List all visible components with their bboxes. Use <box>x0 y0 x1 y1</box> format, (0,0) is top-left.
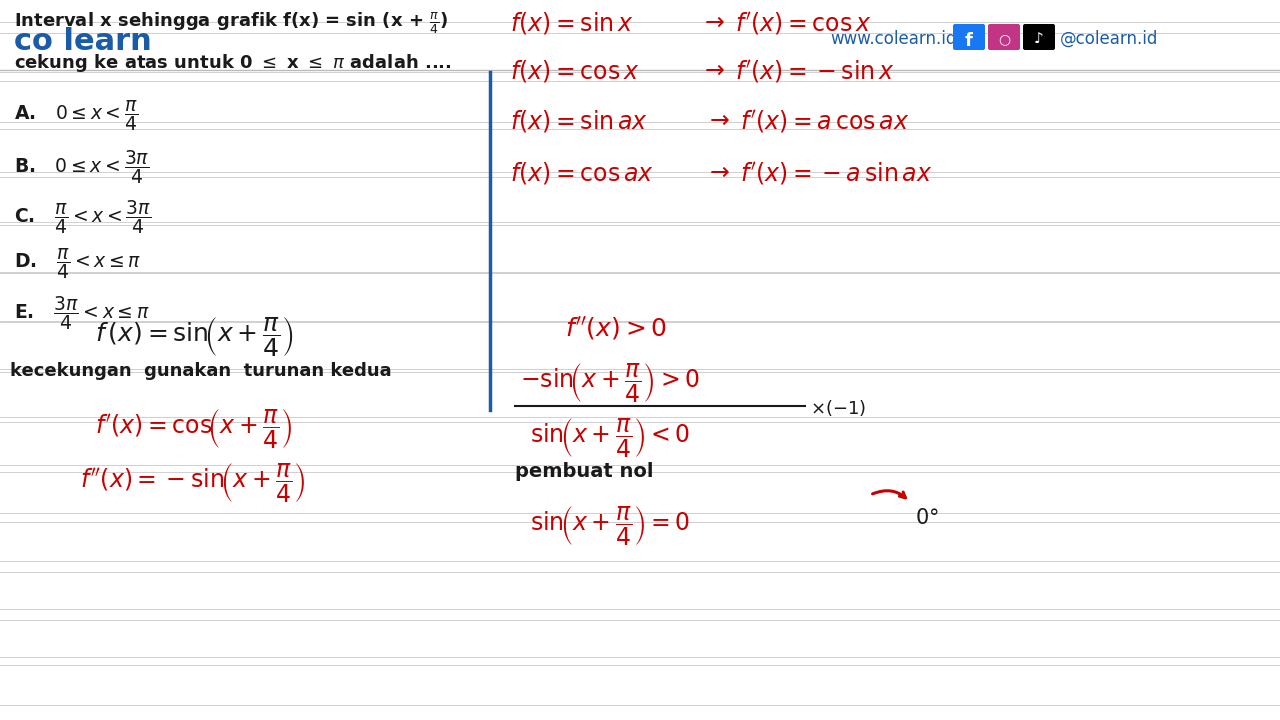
Text: $f(x) = \mathrm{sin}\, x$: $f(x) = \mathrm{sin}\, x$ <box>509 10 634 36</box>
Text: $-\mathrm{sin}\!\left(x + \dfrac{\pi}{4}\right) > 0$: $-\mathrm{sin}\!\left(x + \dfrac{\pi}{4}… <box>520 362 700 405</box>
Text: $\rightarrow$: $\rightarrow$ <box>700 58 726 82</box>
Text: $\mathrm{sin}\!\left(x + \dfrac{\pi}{4}\right) < 0$: $\mathrm{sin}\!\left(x + \dfrac{\pi}{4}\… <box>530 417 690 460</box>
Text: www.colearn.id: www.colearn.id <box>829 30 956 48</box>
Text: $f'(x) = -\mathrm{sin}\,x$: $f'(x) = -\mathrm{sin}\,x$ <box>735 58 895 85</box>
Text: $f'(x) = \mathrm{cos}\,x$: $f'(x) = \mathrm{cos}\,x$ <box>735 10 872 37</box>
Text: E.   $\dfrac{3\pi}{4} < x \leq \pi$: E. $\dfrac{3\pi}{4} < x \leq \pi$ <box>14 294 150 332</box>
Text: $\rightarrow$: $\rightarrow$ <box>705 160 731 184</box>
Text: $f'(x) = \mathrm{cos}\!\left(x + \dfrac{\pi}{4}\right)$: $f'(x) = \mathrm{cos}\!\left(x + \dfrac{… <box>95 408 293 451</box>
FancyBboxPatch shape <box>988 24 1020 50</box>
Text: $\times (-1)$: $\times (-1)$ <box>810 398 867 418</box>
Text: D.   $\dfrac{\pi}{4} < x \leq \pi$: D. $\dfrac{\pi}{4} < x \leq \pi$ <box>14 246 141 281</box>
Text: B.   $0 \leq x < \dfrac{3\pi}{4}$: B. $0 \leq x < \dfrac{3\pi}{4}$ <box>14 148 150 186</box>
Text: A.   $0 \leq x < \dfrac{\pi}{4}$: A. $0 \leq x < \dfrac{\pi}{4}$ <box>14 98 138 133</box>
FancyBboxPatch shape <box>1023 24 1055 50</box>
Text: ♪: ♪ <box>1034 32 1044 47</box>
Text: $\rightarrow$: $\rightarrow$ <box>700 10 726 34</box>
Text: kecekungan  gunakan  turunan kedua: kecekungan gunakan turunan kedua <box>10 362 392 380</box>
FancyBboxPatch shape <box>954 24 986 50</box>
Text: $f''(x) > 0$: $f''(x) > 0$ <box>564 315 667 342</box>
Text: $f''(x) = -\mathrm{sin}\!\left(x + \dfrac{\pi}{4}\right)$: $f''(x) = -\mathrm{sin}\!\left(x + \dfra… <box>79 462 306 505</box>
Text: cekung ke atas untuk 0 $\leq$ x $\leq$ $\pi$ adalah ....: cekung ke atas untuk 0 $\leq$ x $\leq$ $… <box>14 52 452 74</box>
Text: f: f <box>965 32 973 50</box>
Text: @colearn.id: @colearn.id <box>1060 30 1158 48</box>
Text: $f(x) = \mathrm{cos}\,ax$: $f(x) = \mathrm{cos}\,ax$ <box>509 160 654 186</box>
Text: C.   $\dfrac{\pi}{4} < x < \dfrac{3\pi}{4}$: C. $\dfrac{\pi}{4} < x < \dfrac{3\pi}{4}… <box>14 198 151 236</box>
Text: $f(x) = \mathrm{sin}\,ax$: $f(x) = \mathrm{sin}\,ax$ <box>509 108 648 134</box>
Text: pembuat nol: pembuat nol <box>515 462 654 481</box>
Text: Interval x sehingga grafik f(x) = sin (x + $\frac{\pi}{4}$): Interval x sehingga grafik f(x) = sin (x… <box>14 10 448 36</box>
Text: co learn: co learn <box>14 27 152 56</box>
Text: $\mathrm{sin}\!\left(x + \dfrac{\pi}{4}\right) = 0$: $\mathrm{sin}\!\left(x + \dfrac{\pi}{4}\… <box>530 505 690 549</box>
Text: $\rightarrow$: $\rightarrow$ <box>705 108 731 132</box>
Text: $f(x) = \mathrm{cos}\,x$: $f(x) = \mathrm{cos}\,x$ <box>509 58 640 84</box>
Text: ○: ○ <box>998 32 1010 46</box>
Text: $f'(x) = -a\,\mathrm{sin}\,ax$: $f'(x) = -a\,\mathrm{sin}\,ax$ <box>740 160 932 186</box>
Text: $0°$: $0°$ <box>915 508 938 528</box>
Text: $f\,(x) = \mathrm{sin}\!\left(x + \dfrac{\pi}{4}\right)$: $f\,(x) = \mathrm{sin}\!\left(x + \dfrac… <box>95 315 293 359</box>
Text: $f'(x) = a\,\mathrm{cos}\,ax$: $f'(x) = a\,\mathrm{cos}\,ax$ <box>740 108 909 135</box>
